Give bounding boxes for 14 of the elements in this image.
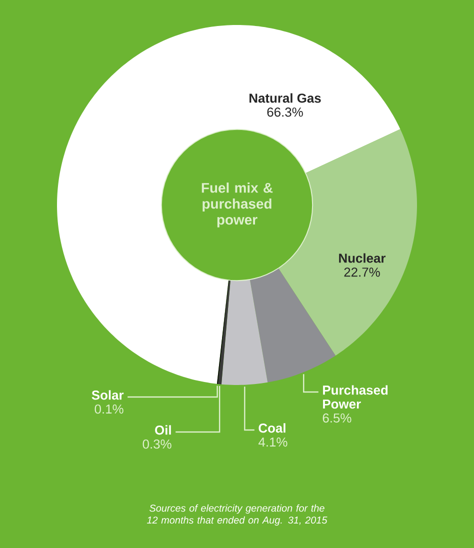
data-label: 0.3% <box>142 439 172 449</box>
data-label: 22.7% <box>344 268 380 277</box>
data-label: 66.3% <box>267 108 303 117</box>
slice-label: Solar <box>92 390 124 400</box>
slice-label: Coal <box>258 423 286 433</box>
data-label: 4.1% <box>258 438 288 447</box>
slice-label: Natural Gas <box>250 93 321 103</box>
source-note: Sources of electricity generation for the 12 months that ended on Aug. 31, 2015 <box>146 504 328 526</box>
slice-label: Purchased Power <box>323 385 388 409</box>
slice-label: Oil <box>155 425 171 435</box>
data-label: 6.5% <box>322 413 352 423</box>
text: Fuel mix & purchased power <box>202 182 273 228</box>
slice-label: Nuclear <box>339 253 386 263</box>
data-label: 0.1% <box>94 404 124 414</box>
